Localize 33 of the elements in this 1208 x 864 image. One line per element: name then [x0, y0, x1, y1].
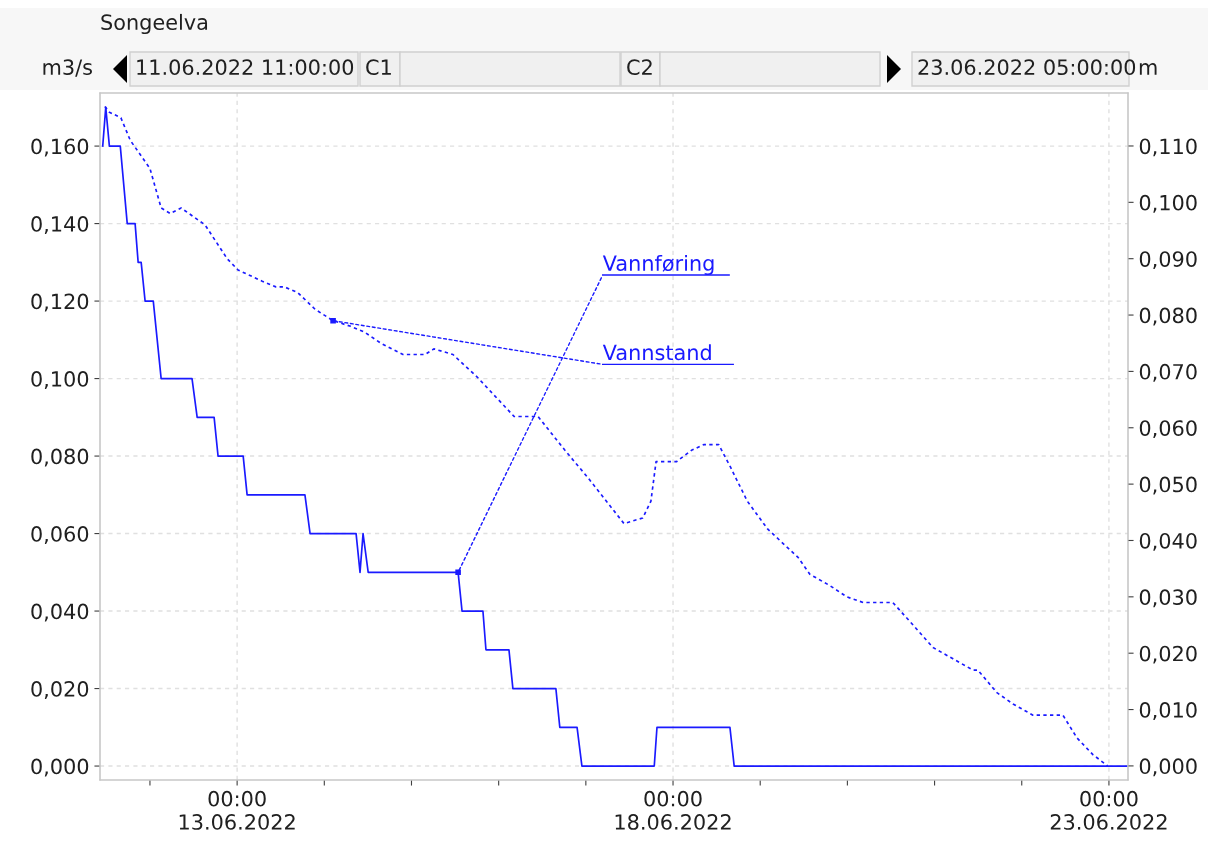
y-tick-label: 0,140: [31, 216, 89, 234]
y2-tick-label: 0,080: [1139, 307, 1197, 326]
y2-tick-label: 0,050: [1139, 476, 1197, 495]
y-axis-title: m3/s: [43, 59, 92, 77]
y2-tick-label: 0,020: [1139, 645, 1197, 664]
chart-title: Songeelva: [101, 13, 208, 35]
y-tick-label: 0,000: [31, 758, 89, 777]
y-tick-label: 0,060: [31, 526, 89, 544]
y-tick-label: 0,160: [31, 138, 89, 157]
text: C2: [627, 59, 652, 76]
text: 23.06.2022 05:00:00: [918, 59, 1136, 76]
text: 11.06.2022 11:00:00: [137, 59, 354, 76]
y2-tick-label: 0,110: [1139, 138, 1197, 157]
y2-tick-label: 0,010: [1139, 702, 1197, 720]
x-tick-label: 00:00 18.06.2022: [615, 790, 731, 830]
x-tick-label: 00:00 13.06.2022: [179, 790, 295, 830]
text: C1: [366, 59, 391, 76]
y2-tick-label: 0,090: [1139, 251, 1197, 270]
text: Vannstand: [602, 344, 711, 361]
y-tick-label: 0,100: [31, 371, 89, 389]
y2-tick-label: 0,070: [1139, 363, 1197, 382]
y2-tick-label: 0,060: [1139, 420, 1197, 439]
y-tick-label: 0,080: [31, 448, 89, 467]
y2-tick-label: 0,030: [1139, 589, 1197, 608]
y2-axis-title: m: [1139, 63, 1157, 75]
y2-tick-label: 0,000: [1139, 758, 1197, 777]
y-tick-label: 0,040: [31, 603, 89, 622]
x-tick-label: 00:00 23.06.2022: [1050, 790, 1167, 830]
y-tick-label: 0,120: [31, 293, 89, 312]
y-tick-label: 0,020: [31, 681, 89, 699]
text: Vannføring: [602, 254, 714, 276]
y2-tick-label: 0,100: [1139, 194, 1197, 213]
y2-tick-label: 0,040: [1139, 532, 1197, 551]
